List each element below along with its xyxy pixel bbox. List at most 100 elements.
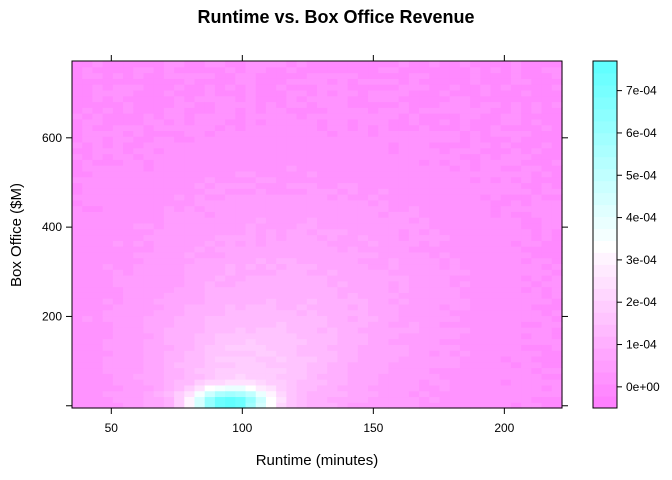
heatmap-cell xyxy=(72,84,83,91)
heatmap-cell xyxy=(82,338,94,345)
heatmap-cell xyxy=(317,211,328,218)
heatmap-cell xyxy=(82,89,94,97)
heatmap-cell xyxy=(102,84,114,91)
heatmap-cell xyxy=(317,124,328,131)
heatmap-cell xyxy=(541,228,553,236)
heatmap-cell xyxy=(317,136,328,143)
heatmap-cell xyxy=(174,66,185,74)
heatmap-cell xyxy=(449,338,461,345)
heatmap-cell xyxy=(459,384,471,392)
heatmap-cell xyxy=(163,338,175,345)
heatmap-cell xyxy=(235,199,247,207)
heatmap-cell xyxy=(276,124,287,131)
heatmap-cell xyxy=(531,217,543,224)
heatmap-cell xyxy=(82,147,94,155)
heatmap-cell xyxy=(429,338,441,345)
heatmap-cell xyxy=(276,66,287,74)
heatmap-cell xyxy=(214,194,226,201)
heatmap-cell xyxy=(408,72,420,79)
heatmap-cell xyxy=(153,367,165,374)
heatmap-cell xyxy=(337,89,349,97)
heatmap-cell xyxy=(541,298,553,305)
heatmap-cell xyxy=(92,344,104,351)
heatmap-cell xyxy=(225,72,236,79)
heatmap-cell xyxy=(347,379,359,386)
heatmap-cell xyxy=(194,72,206,79)
heatmap-cell xyxy=(214,165,226,172)
heatmap-cell xyxy=(500,84,512,91)
heatmap-cell xyxy=(214,89,226,97)
heatmap-cell xyxy=(317,251,328,259)
colorkey-swatch xyxy=(593,276,617,289)
heatmap-cell xyxy=(214,217,226,224)
heatmap-cell xyxy=(255,66,267,74)
heatmap-cell xyxy=(551,147,563,155)
heatmap-cell xyxy=(490,78,502,85)
heatmap-cell xyxy=(235,89,247,97)
heatmap-cell xyxy=(245,309,257,317)
heatmap-cell xyxy=(378,159,390,166)
heatmap-cell xyxy=(133,95,145,103)
heatmap-cell xyxy=(184,170,196,178)
heatmap-cell xyxy=(235,217,247,224)
heatmap-cell xyxy=(163,367,175,374)
heatmap-cell xyxy=(82,251,94,259)
heatmap-cell xyxy=(337,217,349,224)
heatmap-cell xyxy=(531,165,543,172)
heatmap-cell xyxy=(112,338,124,345)
heatmap-cell xyxy=(439,292,451,299)
heatmap-cell xyxy=(398,159,410,166)
heatmap-cell xyxy=(470,101,481,108)
heatmap-cell xyxy=(398,384,410,392)
heatmap-cell xyxy=(500,402,512,409)
heatmap-cell xyxy=(439,211,451,218)
heatmap-cell xyxy=(153,332,165,340)
heatmap-cell xyxy=(327,274,339,282)
heatmap-cell xyxy=(286,89,298,97)
heatmap-cell xyxy=(112,280,124,288)
heatmap-cell xyxy=(245,147,257,155)
heatmap-cell xyxy=(347,95,359,103)
heatmap-cell xyxy=(174,228,185,236)
heatmap-cell xyxy=(82,124,94,131)
heatmap-cell xyxy=(296,402,308,409)
heatmap-cell xyxy=(388,269,400,276)
heatmap-cell xyxy=(327,153,339,160)
heatmap-cell xyxy=(204,188,216,195)
heatmap-cell xyxy=(500,309,512,317)
heatmap-cell xyxy=(112,130,124,137)
heatmap-cell xyxy=(245,130,257,137)
heatmap-cell xyxy=(72,298,83,305)
heatmap-cell xyxy=(439,251,451,259)
heatmap-cell xyxy=(306,286,318,293)
heatmap-cell xyxy=(82,350,94,357)
heatmap-cell xyxy=(174,188,185,195)
heatmap-cell xyxy=(327,199,339,207)
heatmap-cell xyxy=(388,118,400,126)
heatmap-cell xyxy=(214,390,226,398)
heatmap-cell xyxy=(510,367,522,374)
heatmap-cell xyxy=(102,384,114,392)
heatmap-cell xyxy=(500,199,512,207)
heatmap-cell xyxy=(92,240,104,247)
heatmap-cell xyxy=(143,350,155,357)
heatmap-cell xyxy=(102,101,114,108)
heatmap-cell xyxy=(123,246,134,253)
heatmap-cell xyxy=(286,373,298,380)
heatmap-cell xyxy=(429,309,441,317)
heatmap-cell xyxy=(531,298,543,305)
heatmap-cell xyxy=(204,396,216,403)
heatmap-cell xyxy=(419,211,430,218)
heatmap-cell xyxy=(225,373,236,380)
heatmap-cell xyxy=(439,165,451,172)
heatmap-cell xyxy=(419,113,430,120)
heatmap-cell xyxy=(194,274,206,282)
heatmap-cell xyxy=(368,390,379,398)
heatmap-cell xyxy=(419,303,430,311)
heatmap-cell xyxy=(296,280,308,288)
heatmap-cell xyxy=(82,61,94,68)
heatmap-cell xyxy=(276,269,287,276)
heatmap-cell xyxy=(184,61,196,68)
heatmap-cell xyxy=(123,344,134,351)
heatmap-cell xyxy=(347,118,359,126)
